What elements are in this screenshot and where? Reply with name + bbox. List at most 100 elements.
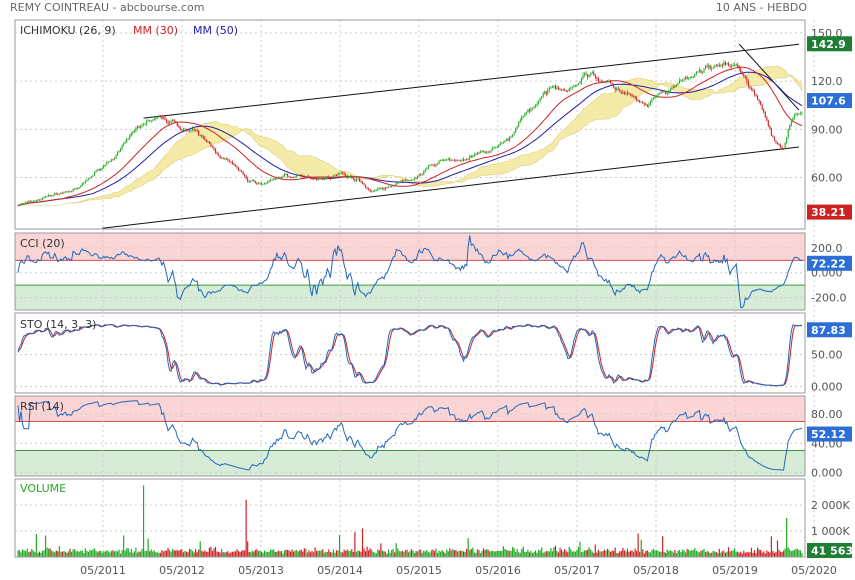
volume-bar bbox=[746, 551, 748, 557]
candle-body bbox=[694, 74, 696, 77]
candle-body bbox=[291, 177, 293, 178]
candle-body bbox=[257, 183, 259, 185]
candle-body bbox=[737, 64, 739, 67]
candle-body bbox=[262, 184, 264, 186]
candle-body bbox=[496, 146, 498, 148]
volume-bar bbox=[296, 549, 298, 557]
volume-bar bbox=[772, 550, 774, 557]
volume-bar bbox=[150, 549, 152, 557]
volume-bar bbox=[467, 538, 469, 557]
candle-body bbox=[531, 108, 534, 109]
descending-trend-line bbox=[738, 43, 800, 111]
volume-bar bbox=[188, 548, 191, 557]
candle-body bbox=[463, 159, 465, 161]
volume-bar bbox=[199, 541, 201, 557]
candle-body bbox=[48, 195, 50, 197]
volume-bar bbox=[427, 552, 429, 557]
candle-body bbox=[743, 74, 745, 77]
volume-bar bbox=[753, 550, 756, 557]
candle-body bbox=[512, 134, 514, 137]
candle-body bbox=[801, 112, 803, 114]
volume-bar bbox=[700, 550, 702, 557]
rsi-ytick-label: 0.000 bbox=[811, 466, 843, 479]
volume-bar bbox=[554, 545, 557, 557]
candle-body bbox=[524, 113, 526, 117]
volume-bar bbox=[654, 550, 656, 557]
volume-bar bbox=[692, 550, 694, 557]
candle-body bbox=[723, 62, 725, 66]
candle-body bbox=[698, 69, 700, 72]
candle-body bbox=[672, 86, 674, 88]
candle-body bbox=[486, 151, 488, 153]
volume-bar bbox=[355, 551, 358, 557]
volume-bar bbox=[363, 548, 365, 557]
candle-body bbox=[207, 141, 209, 143]
candle-body bbox=[22, 203, 24, 205]
candle-body bbox=[444, 159, 446, 161]
volume-bar bbox=[28, 552, 30, 557]
volume-bar bbox=[202, 551, 204, 557]
candle-body bbox=[789, 125, 791, 130]
candle-body bbox=[495, 147, 497, 149]
volume-bar bbox=[678, 549, 681, 557]
candle-body bbox=[132, 131, 134, 134]
candle-body bbox=[677, 83, 679, 86]
candle-body bbox=[686, 77, 688, 79]
volume-bar bbox=[522, 546, 524, 557]
candle-body bbox=[300, 175, 302, 177]
volume-bar bbox=[153, 550, 155, 557]
volume-bar bbox=[790, 551, 792, 557]
candle-body bbox=[538, 101, 540, 104]
volume-bar bbox=[43, 550, 45, 557]
volume-bar bbox=[361, 528, 364, 557]
candle-body bbox=[721, 64, 723, 66]
candle-body bbox=[738, 66, 740, 69]
volume-bar bbox=[135, 547, 137, 557]
volume-bar bbox=[655, 550, 658, 557]
price-value-badge bbox=[807, 204, 852, 220]
candle-body bbox=[74, 188, 76, 190]
candle-body bbox=[383, 188, 385, 190]
volume-bar bbox=[101, 552, 103, 557]
candle-body bbox=[205, 139, 207, 142]
volume-bar bbox=[466, 548, 468, 557]
candle-body bbox=[547, 89, 549, 94]
candle-body bbox=[585, 73, 587, 75]
candle-body bbox=[233, 163, 235, 165]
volume-bar bbox=[251, 550, 253, 557]
volume-bar bbox=[617, 553, 619, 557]
volume-bar bbox=[273, 549, 275, 557]
volume-bar bbox=[110, 550, 113, 557]
candle-body bbox=[792, 118, 794, 122]
volume-bar bbox=[317, 550, 319, 557]
volume-bar bbox=[162, 551, 165, 557]
volume-bar bbox=[172, 549, 174, 557]
volume-bar bbox=[562, 551, 564, 557]
volume-bar bbox=[142, 485, 145, 557]
candle-body bbox=[574, 85, 576, 87]
volume-bar bbox=[394, 552, 396, 557]
candle-body bbox=[752, 88, 754, 91]
candle-body bbox=[195, 129, 197, 131]
candle-body bbox=[613, 84, 615, 88]
candle-body bbox=[263, 183, 266, 185]
volume-bar bbox=[86, 550, 88, 557]
volume-bar bbox=[510, 550, 512, 557]
volume-bar bbox=[611, 550, 613, 557]
candle-body bbox=[218, 154, 220, 156]
candle-body bbox=[352, 177, 354, 180]
volume-bar bbox=[89, 549, 91, 557]
candle-body bbox=[282, 176, 284, 178]
xtick-label: 05/2016 bbox=[475, 564, 521, 577]
volume-bar bbox=[132, 552, 134, 557]
candle-body bbox=[596, 77, 598, 79]
candle-body bbox=[420, 174, 422, 176]
candle-body bbox=[155, 118, 157, 120]
volume-bar bbox=[244, 550, 246, 557]
candle-body bbox=[34, 200, 36, 202]
candle-body bbox=[97, 169, 99, 171]
volume-bar bbox=[112, 550, 114, 557]
candle-body bbox=[649, 102, 651, 105]
volume-bar bbox=[83, 553, 85, 557]
candle-body bbox=[322, 178, 324, 180]
